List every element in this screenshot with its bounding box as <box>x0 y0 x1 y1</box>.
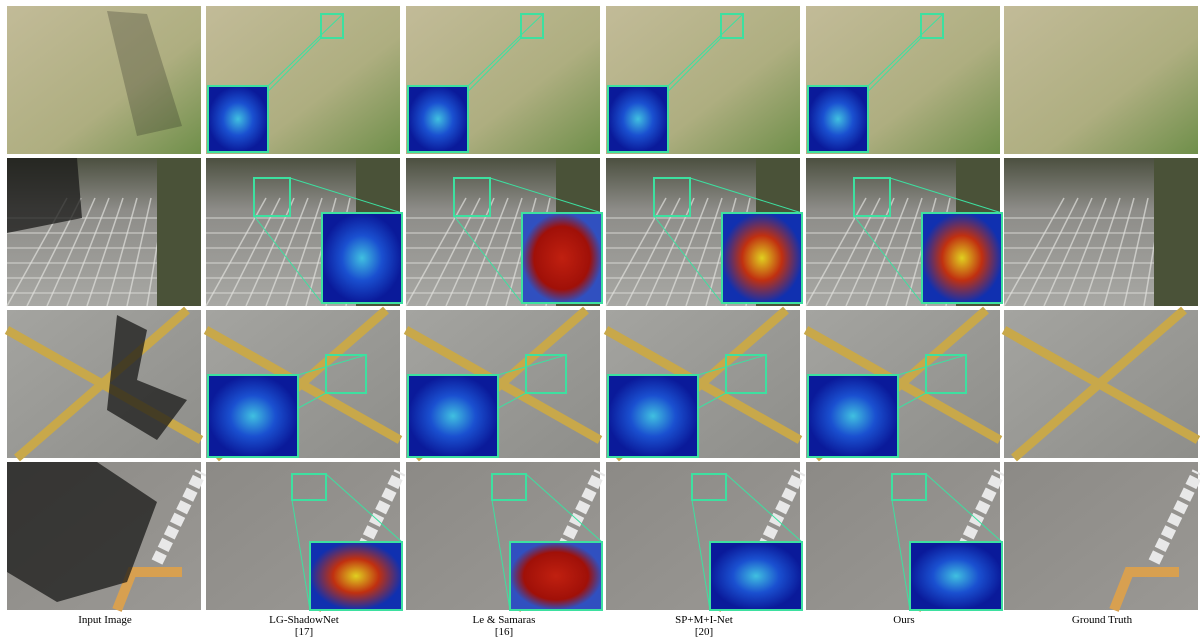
caption: Ground Truth <box>1004 614 1200 626</box>
error-heatmap <box>910 542 1002 610</box>
error-heatmap <box>522 213 602 303</box>
photo <box>7 6 201 154</box>
error-heatmap <box>208 86 268 152</box>
caption-label: Ground Truth <box>1004 614 1200 626</box>
error-heatmap <box>710 542 802 610</box>
caption-label: SP+M+I-Net <box>606 614 802 626</box>
photo <box>1004 6 1198 154</box>
caption-ref: [17] <box>206 626 402 638</box>
caption-ref: [16] <box>406 626 602 638</box>
error-heatmap <box>408 375 498 457</box>
error-heatmap <box>608 86 668 152</box>
caption: Input Image <box>7 614 203 626</box>
grass <box>1154 158 1198 306</box>
caption: SP+M+I-Net[20] <box>606 614 802 638</box>
error-heatmap <box>808 375 898 457</box>
caption-label: Ours <box>806 614 1002 626</box>
caption: Ours <box>806 614 1002 626</box>
error-heatmap <box>208 375 298 457</box>
error-heatmap <box>922 213 1002 303</box>
caption-label: LG-ShadowNet <box>206 614 402 626</box>
error-heatmap <box>310 542 402 610</box>
caption-label: Input Image <box>7 614 203 626</box>
page: {"columns": [ {"label": "Input Image"}, … <box>0 0 1200 640</box>
error-heatmap <box>510 542 602 610</box>
error-heatmap <box>722 213 802 303</box>
caption-label: Le & Samaras <box>406 614 602 626</box>
error-heatmap <box>608 375 698 457</box>
caption: LG-ShadowNet[17] <box>206 614 402 638</box>
figure-grid <box>0 0 1200 612</box>
grass <box>157 158 201 306</box>
error-heatmap <box>322 213 402 303</box>
caption-ref: [20] <box>606 626 802 638</box>
error-heatmap <box>408 86 468 152</box>
caption: Le & Samaras[16] <box>406 614 602 638</box>
error-heatmap <box>808 86 868 152</box>
